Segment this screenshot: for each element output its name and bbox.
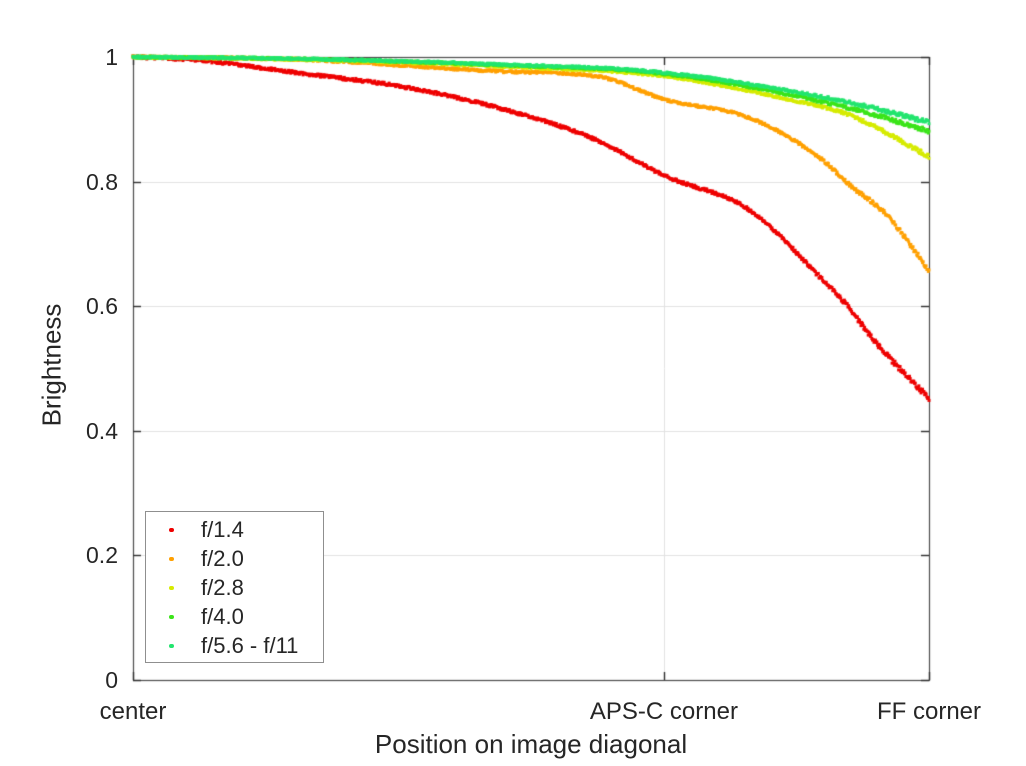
legend-item-label: f/2.0 <box>201 545 244 571</box>
y-tick-label: 0 <box>105 667 118 693</box>
legend-item-label: f/5.6 - f/11 <box>201 632 299 658</box>
y-tick-label: 0.6 <box>86 293 118 320</box>
legend-marker-dot <box>169 643 174 648</box>
x-tick-label: APS-C corner <box>589 698 738 725</box>
y-tick-label: 0.8 <box>86 168 118 195</box>
x-tick-label: FF corner <box>876 698 981 725</box>
legend-marker-dot <box>169 585 174 590</box>
legend-marker-dot <box>169 614 174 619</box>
legend-marker-dot <box>169 527 174 532</box>
legend-item: f/5.6 - f/11 <box>146 631 323 660</box>
x-tick-label: center <box>99 698 167 725</box>
legend-item: f/1.4 <box>146 515 323 544</box>
legend-item: f/4.0 <box>146 602 323 631</box>
legend-item: f/2.8 <box>146 573 323 602</box>
y-tick-label: 1 <box>105 44 118 70</box>
legend: f/1.4 f/2.0 f/2.8 f/4.0 f/5.6 - f/11 <box>145 511 324 663</box>
y-tick-label: 0.4 <box>86 417 118 444</box>
x-axis-title: Position on image diagonal <box>374 729 688 759</box>
legend-item-label: f/1.4 <box>201 516 244 542</box>
legend-item-label: f/4.0 <box>201 603 244 629</box>
legend-item-label: f/2.8 <box>201 574 244 600</box>
y-tick-label: 0.2 <box>86 542 118 569</box>
y-axis-title: Brightness <box>36 303 67 427</box>
legend-item: f/2.0 <box>146 544 323 573</box>
legend-marker-dot <box>169 556 174 561</box>
